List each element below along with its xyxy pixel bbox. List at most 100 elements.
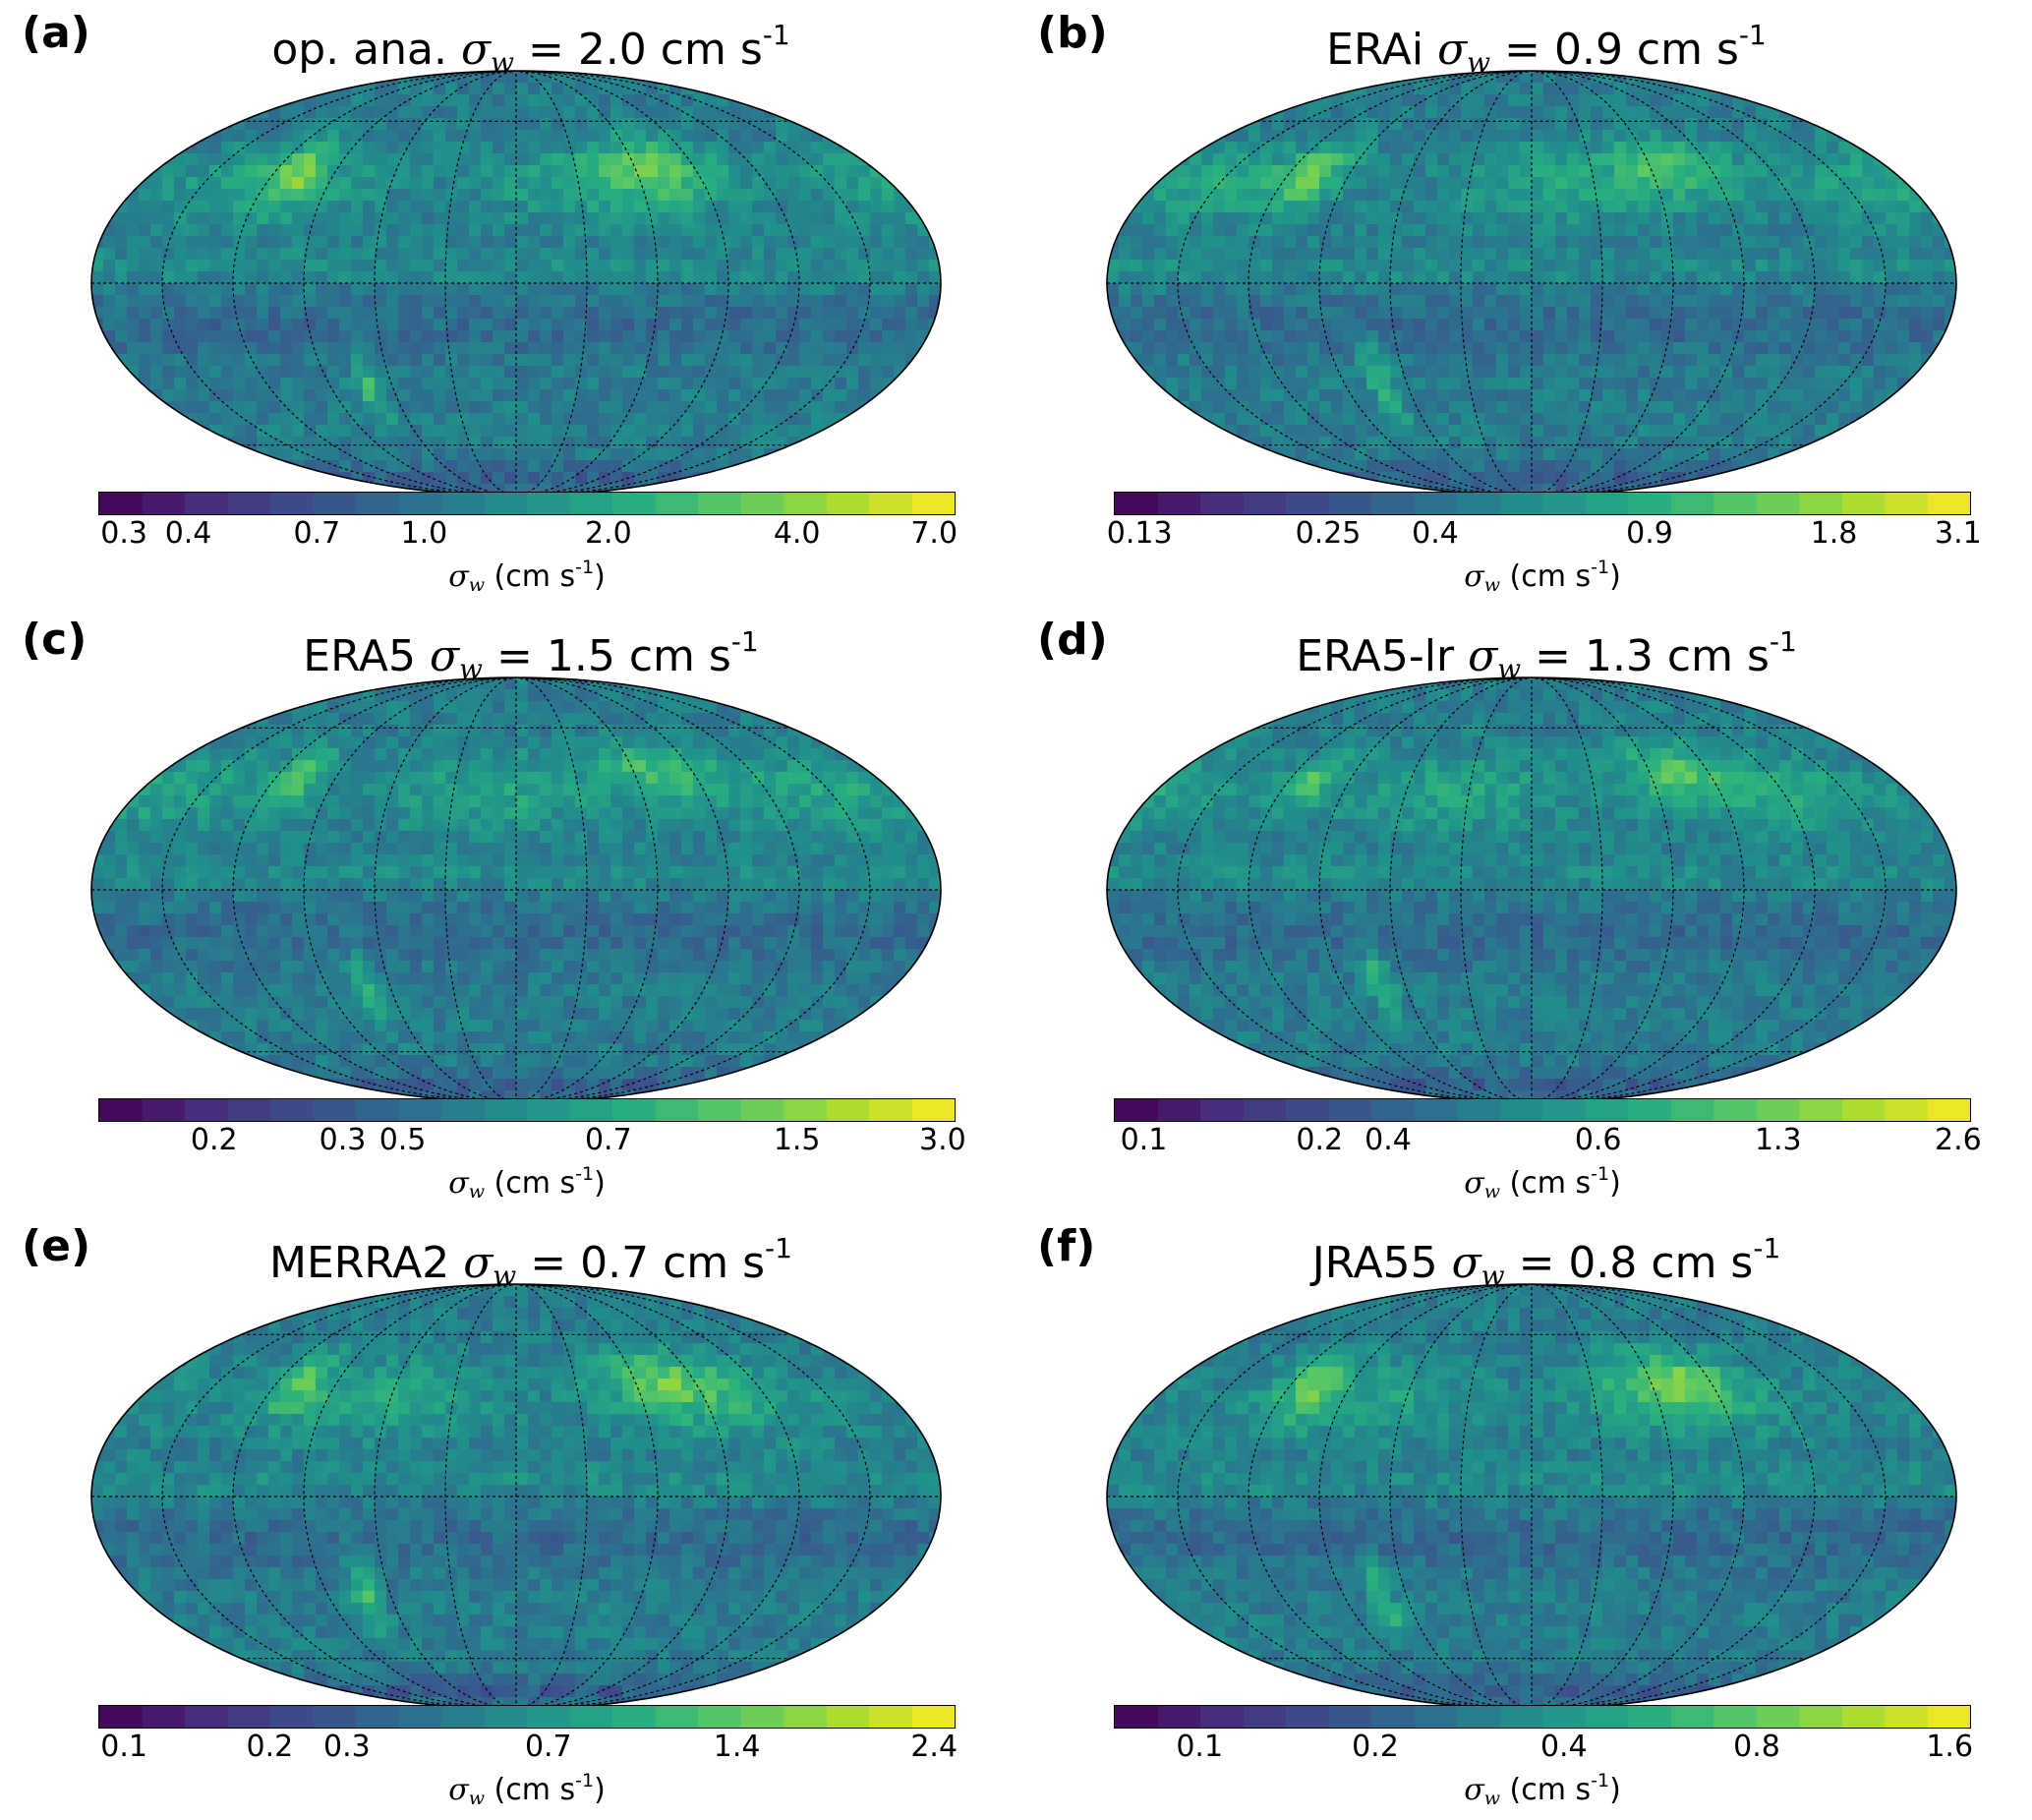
field-cell	[1272, 189, 1285, 202]
field-cell	[528, 342, 541, 355]
field-cell	[375, 177, 387, 190]
field-cell	[787, 401, 800, 414]
field-cell	[1402, 212, 1415, 225]
field-cell	[1779, 354, 1792, 367]
field-cell	[1402, 236, 1415, 249]
field-cell	[669, 224, 682, 237]
field-cell	[292, 295, 305, 308]
field-cell	[1473, 283, 1485, 296]
field-cell	[1933, 295, 1945, 308]
field-cell	[351, 71, 364, 84]
field-cell	[434, 283, 446, 296]
field-cell	[1284, 389, 1297, 402]
field-cell	[1874, 189, 1887, 202]
field-cell	[1921, 413, 1934, 426]
field-cell	[681, 378, 694, 390]
field-cell	[316, 189, 328, 202]
field-cell	[257, 342, 269, 355]
colorbar-unit: (cm s	[493, 559, 576, 594]
field-cell	[1260, 71, 1273, 84]
field-cell	[575, 330, 588, 343]
field-cell	[1248, 142, 1261, 154]
field-cell	[894, 271, 906, 284]
field-cell	[1343, 271, 1356, 284]
field-cell	[1437, 106, 1450, 119]
field-cell	[115, 401, 128, 414]
field-cell	[1720, 201, 1733, 213]
field-cell	[752, 165, 765, 178]
field-cell	[917, 307, 930, 320]
field-cell	[1260, 130, 1273, 143]
field-cell	[1579, 425, 1592, 438]
field-cell	[469, 248, 482, 261]
field-cell	[1555, 260, 1568, 272]
field-cell	[894, 248, 906, 261]
field-cell	[540, 425, 552, 438]
field-cell	[139, 295, 151, 308]
field-cell	[1567, 189, 1580, 202]
field-cell	[1461, 106, 1474, 119]
field-cell	[1119, 401, 1132, 414]
field-cell	[1685, 248, 1698, 261]
field-cell	[1827, 307, 1839, 320]
field-cell	[198, 142, 210, 154]
field-cell	[1744, 83, 1757, 95]
field-cell	[681, 189, 694, 202]
field-cell	[1449, 118, 1462, 131]
field-cell	[174, 378, 187, 390]
field-cell	[1650, 118, 1662, 131]
field-cell	[811, 389, 824, 402]
field-cell	[1178, 201, 1190, 213]
field-cell	[1107, 295, 1120, 308]
field-cell	[434, 366, 446, 379]
field-cell	[1827, 295, 1839, 308]
field-cell	[257, 354, 269, 367]
field-cell	[1709, 142, 1721, 154]
field-cell	[1473, 366, 1485, 379]
field-cell	[257, 319, 269, 331]
field-cell	[1366, 165, 1379, 178]
field-cell	[339, 189, 352, 202]
field-cell	[398, 189, 411, 202]
field-cell	[846, 307, 859, 320]
field-cell	[103, 401, 116, 414]
field-cell	[1697, 224, 1710, 237]
field-cell	[1602, 177, 1615, 190]
field-cell	[162, 94, 175, 107]
field-cell	[1720, 106, 1733, 119]
field-cell	[1579, 389, 1592, 402]
field-cell	[622, 448, 635, 461]
field-cell	[1378, 283, 1391, 296]
field-cell	[1897, 413, 1910, 426]
field-cell	[693, 283, 706, 296]
field-cell	[1803, 153, 1816, 166]
field-cell	[386, 330, 399, 343]
field-cell	[540, 472, 552, 485]
field-cell	[1366, 425, 1379, 438]
field-cell	[1343, 283, 1356, 296]
field-cell	[1319, 212, 1332, 225]
field-cell	[457, 354, 470, 367]
field-cell	[139, 354, 151, 367]
field-cell	[115, 283, 128, 296]
field-cell	[1897, 153, 1910, 166]
field-cell	[1331, 71, 1344, 84]
field-cell	[764, 472, 777, 485]
field-cell	[905, 460, 918, 473]
field-cell	[705, 142, 718, 154]
field-cell	[1874, 342, 1887, 355]
field-cell	[575, 118, 588, 131]
field-cell	[1532, 283, 1544, 296]
field-cell	[646, 271, 659, 284]
field-cell	[587, 307, 600, 320]
field-cell	[1602, 295, 1615, 308]
field-cell	[481, 354, 493, 367]
field-cell	[1543, 342, 1556, 355]
field-cell	[858, 71, 871, 84]
field-cell	[929, 118, 941, 131]
field-cell	[1874, 425, 1887, 438]
field-cell	[1142, 142, 1155, 154]
field-cell	[1307, 378, 1320, 390]
field-cell	[1414, 248, 1426, 261]
field-cell	[1307, 437, 1320, 449]
